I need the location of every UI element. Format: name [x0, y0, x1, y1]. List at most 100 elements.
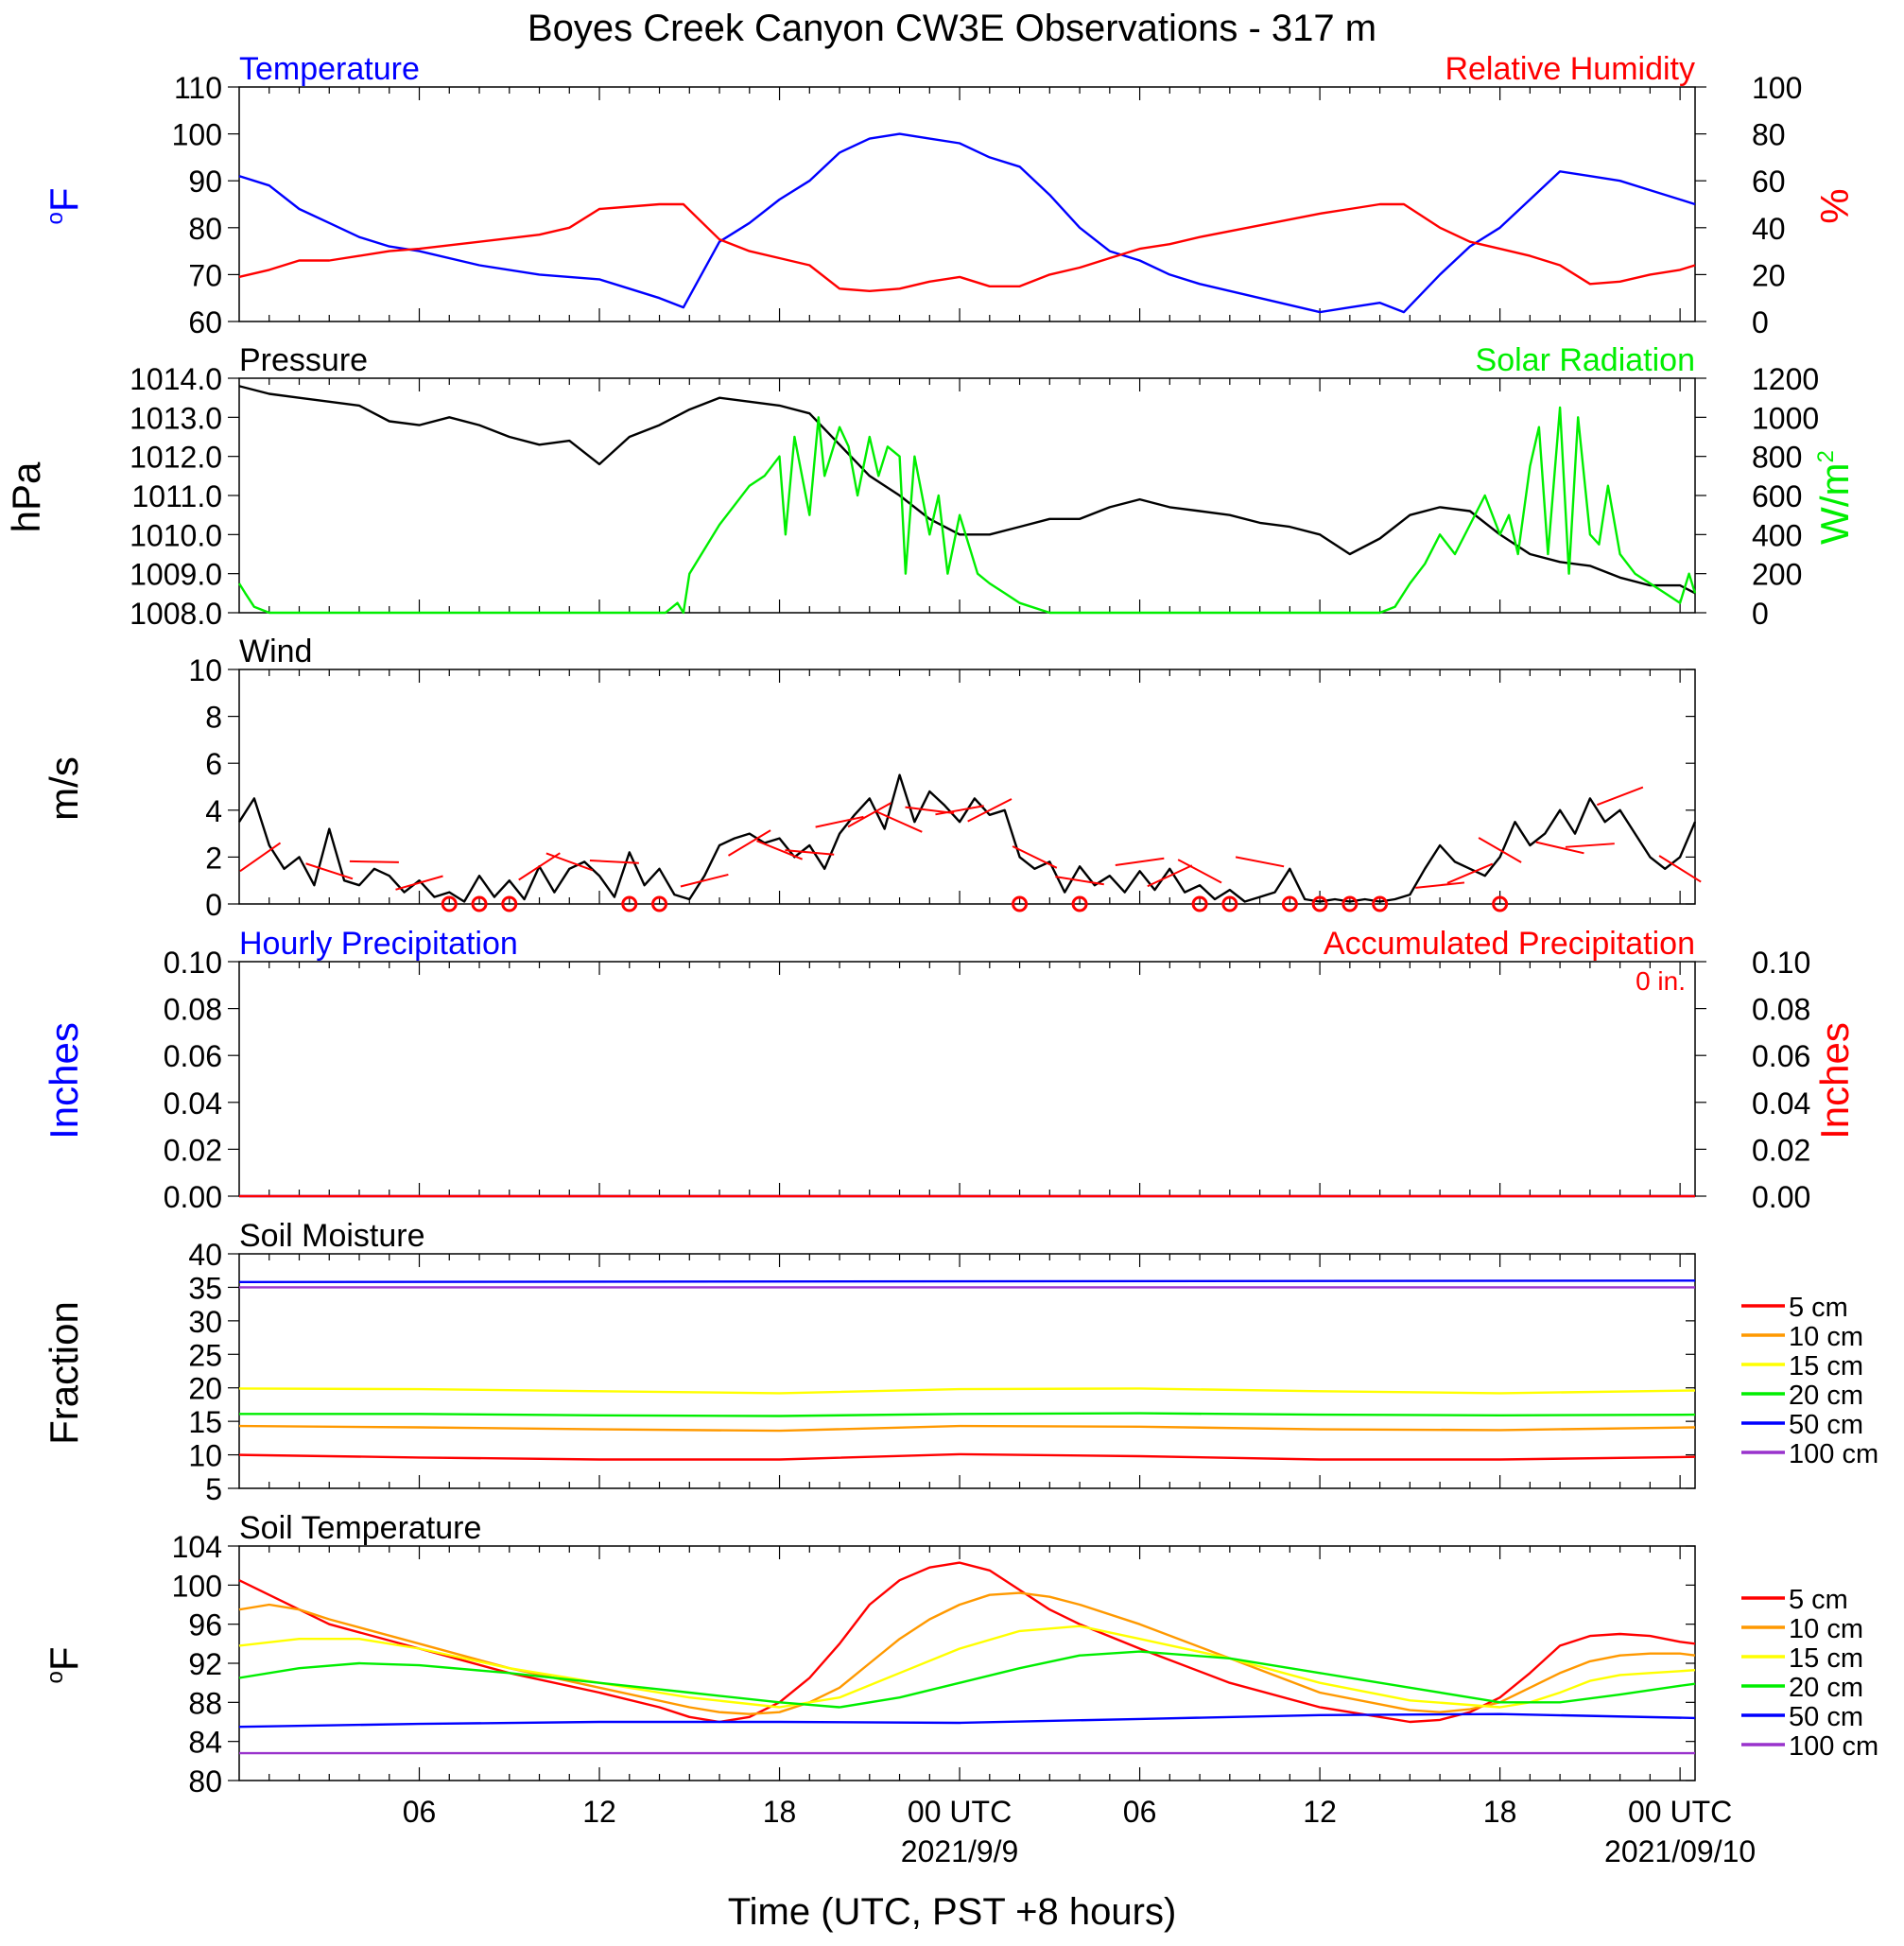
series-line-4: [238, 1279, 1696, 1284]
series-line-3: [238, 1650, 1696, 1709]
y-tick-label-right: 40: [1752, 212, 1786, 246]
wind-calm-circle: [1341, 895, 1359, 912]
y-tick-label: 0: [205, 888, 222, 922]
x-date-label: 2021/09/10: [1604, 1834, 1756, 1868]
series-line-2: [238, 1387, 1696, 1395]
y-axis-label-right: %: [1812, 188, 1857, 223]
y-axis-label-left: Fraction: [42, 1301, 86, 1445]
y-tick-label: 100: [172, 118, 222, 152]
y-tick-label: 96: [188, 1608, 222, 1642]
x-axis-label: Time (UTC, PST +8 hours): [728, 1891, 1177, 1933]
series-line-0: [238, 1452, 1696, 1461]
y-tick-label: 0.00: [164, 1180, 222, 1214]
y-tick-label: 80: [188, 1764, 222, 1798]
y-tick-label-right: 400: [1752, 518, 1802, 552]
series-line-3: [239, 1412, 1696, 1417]
series-line-0: [238, 132, 1696, 314]
y-tick-label-right: 200: [1752, 558, 1802, 592]
wind-barb: [1012, 845, 1058, 869]
y-tick-label: 30: [188, 1305, 222, 1339]
y-tick-label-right: 100: [1752, 71, 1802, 105]
wind-calm-circle: [501, 895, 518, 912]
legend-label: 15 cm: [1789, 1351, 1863, 1381]
series-line-1: [238, 202, 1696, 292]
y-tick-label: 110: [174, 71, 222, 105]
panel-wind: 0 2 4 6 8 10 m/s Wind: [42, 634, 1702, 922]
y-tick-label: 0.08: [164, 993, 222, 1027]
wind-barb: [1415, 881, 1465, 889]
y-tick-label: 15: [188, 1405, 222, 1439]
wind-barb: [1235, 856, 1285, 868]
y-tick-label-right: 0.04: [1752, 1086, 1810, 1121]
y-axis-label-left: oF: [42, 1646, 86, 1683]
y-tick-label: 1010.0: [130, 518, 222, 552]
panel-title-right: Solar Radiation: [1476, 342, 1695, 378]
legend-label: 100 cm: [1789, 1439, 1878, 1469]
wind-barb: [815, 815, 864, 828]
wind-barb: [1478, 837, 1522, 863]
x-tick-label: 18: [1483, 1795, 1517, 1829]
x-date-label: 2021/9/9: [901, 1834, 1019, 1868]
y-tick-label-right: 0: [1752, 305, 1769, 339]
y-tick-label: 60: [188, 305, 222, 339]
y-tick-label: 1008.0: [130, 597, 222, 631]
wind-barb: [876, 810, 923, 833]
wind-barb: [785, 849, 835, 856]
legend-label: 15 cm: [1789, 1643, 1863, 1674]
x-tick-label: 06: [1123, 1795, 1157, 1829]
panel-title-left: Hourly Precipitation: [239, 926, 518, 962]
y-tick-label: 6: [205, 747, 222, 781]
wind-barb: [847, 802, 892, 828]
y-tick-label: 20: [188, 1372, 222, 1406]
y-tick-label-right: 600: [1752, 479, 1802, 513]
chart-title: Boyes Creek Canyon CW3E Observations - 3…: [528, 8, 1376, 49]
y-tick-label: 80: [188, 212, 222, 246]
y-tick-label: 35: [188, 1271, 222, 1305]
wind-barb: [1446, 862, 1494, 884]
wind-barb: [1535, 841, 1584, 855]
y-tick-label: 104: [172, 1530, 222, 1564]
y-tick-label: 10: [188, 653, 222, 687]
x-tick-label: 06: [403, 1795, 437, 1829]
legend-label: 50 cm: [1789, 1410, 1863, 1440]
y-tick-label-right: 0: [1752, 597, 1769, 631]
panel-title-right: Relative Humidity: [1445, 51, 1695, 87]
wind-barb: [518, 852, 561, 881]
y-axis-label-left: hPa: [4, 461, 48, 532]
wind-barb: [1565, 843, 1615, 848]
wind-barb: [1596, 786, 1644, 807]
y-axis-label-left: oF: [42, 187, 86, 224]
wind-barb: [1115, 857, 1165, 866]
legend-label: 50 cm: [1789, 1702, 1863, 1732]
y-tick-label: 70: [188, 258, 222, 292]
y-tick-label: 1011.0: [132, 479, 223, 513]
series-line-0: [237, 773, 1697, 903]
panel-precip: 0.00 0.02 0.04 0.06 0.08 0.10 Inches 0.00 0.02 0.…: [42, 926, 1857, 1214]
y-tick-label: 100: [172, 1569, 222, 1603]
wind-barb: [349, 860, 399, 863]
wind-calm-circle: [1191, 895, 1208, 912]
wind-barb: [545, 852, 594, 872]
y-tick-label: 8: [205, 701, 222, 735]
y-tick-label-right: 0.10: [1752, 946, 1810, 980]
wind-barb: [935, 805, 984, 816]
panels: 60708090100110oF020406080100%Temperature…: [4, 51, 1878, 1868]
plot-frame: [238, 961, 1696, 1197]
x-tick-label: 12: [1303, 1795, 1337, 1829]
y-tick-label-right: 60: [1752, 165, 1786, 199]
y-tick-label-right: 0.02: [1752, 1133, 1810, 1167]
plot-frame: [238, 669, 1696, 905]
y-axis-label-left: m/s: [42, 756, 86, 821]
wind-calm-circle: [1221, 895, 1238, 912]
wind-barb: [1055, 876, 1104, 886]
y-tick-label: 84: [188, 1726, 222, 1760]
y-tick-label: 1014.0: [130, 362, 222, 396]
wind-calm-circle: [441, 895, 458, 912]
y-tick-label-right: 800: [1752, 441, 1802, 475]
y-axis-label-right: Inches: [1812, 1022, 1857, 1139]
y-tick-label: 0.06: [164, 1039, 222, 1073]
panel-title-right: Accumulated Precipitation: [1324, 926, 1695, 962]
y-tick-label: 2: [205, 841, 222, 875]
